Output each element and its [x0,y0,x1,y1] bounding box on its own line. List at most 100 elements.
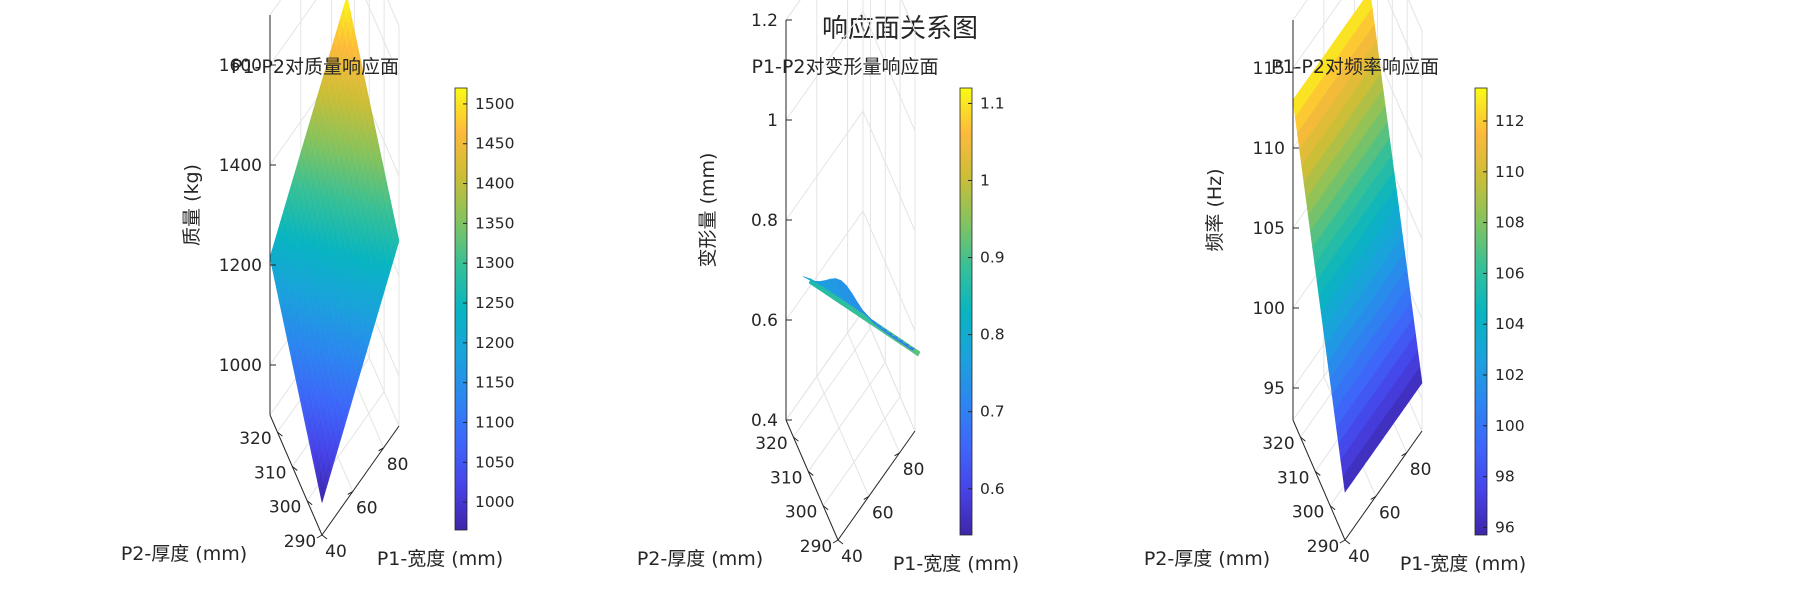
x-tick-label: 40 [841,547,863,567]
x-tick [832,539,839,544]
z-tick-label: 105 [1253,219,1285,239]
z-axis-label: 变形量 (mm) [697,153,719,268]
y-tick-label: 310 [770,468,802,488]
y-tick [807,471,814,476]
colorbar-tick-label: 98 [1495,468,1515,486]
grid-z [785,0,916,32]
colorbar-tick-label: 108 [1495,214,1525,232]
colorbar-tick-label: 0.6 [980,480,1005,498]
x-tick-label: 80 [387,455,409,475]
grid-z [785,109,916,232]
y-axis-label: P2-厚度 (mm) [637,548,763,570]
y-tick [1300,436,1306,442]
colorbar: 96 98 100 102 104 106 108 110 112 [1474,87,1525,536]
x-axis-line [837,430,916,541]
surface [1292,0,1423,493]
y-axis-line [1292,419,1346,541]
z-tick-label: 1.2 [751,11,778,31]
panel-1: 40 60 80 290 300 310 320 1000 1200 1400 1600 P1-宽度 … [121,0,514,570]
grid-z [1292,0,1423,80]
x-tick [1370,495,1377,500]
colorbar-tick-label: 100 [1495,417,1525,435]
x-axis-label: P1-宽度 (mm) [1400,553,1526,575]
y-tick-label: 310 [254,463,286,483]
grid-edge [387,0,400,27]
grid-edge [785,310,864,421]
z-axis-label: 质量 (kg) [181,164,203,246]
panel-3: 40 60 80 290 300 310 320 95 100 105 110 115 P1-宽度 (m… [1144,0,1526,575]
y-tick [793,436,799,442]
grid-edge [862,310,916,432]
z-tick-label: 1600 [219,56,262,76]
x-tick [316,534,323,539]
y-tick-label: 290 [1307,537,1339,557]
colorbar-tick-label: 1500 [475,95,514,113]
y-tick [822,505,829,511]
colorbar-tick-label: 1450 [475,135,514,153]
y-tick [321,534,328,540]
colorbar-tick-label: 1.1 [980,94,1005,112]
y-tick-label: 320 [239,429,271,449]
x-tick-label: 60 [872,503,894,523]
y-tick [291,466,298,471]
y-tick-label: 300 [1292,503,1324,523]
z-tick-label: 115 [1253,59,1285,79]
y-tick-label: 290 [284,532,316,552]
colorbar-tick-label: 1100 [475,413,514,431]
grid-z [785,209,916,332]
z-tick-label: 1200 [219,256,262,276]
y-axis-line [785,419,839,541]
surface-patch [1367,0,1373,13]
x-tick [863,495,870,500]
surface-patch [912,347,921,357]
panel-title: P1-P2对质量响应面 [231,56,399,78]
x-axis-line [1344,430,1423,541]
colorbar-tick-label: 1050 [475,453,514,471]
y-tick-label: 300 [269,498,301,518]
colorbar-tick-label: 112 [1495,112,1525,130]
z-tick-label: 100 [1253,299,1285,319]
colorbar-tick-label: 96 [1495,518,1515,536]
x-tick-label: 80 [903,460,925,480]
y-tick-label: 320 [1262,434,1294,454]
x-tick [1339,539,1346,544]
grid-edge [901,0,916,32]
y-axis-line [269,414,323,536]
colorbar: 0.6 0.7 0.8 0.9 1 1.1 [959,87,1005,536]
grid-edge [269,0,282,16]
y-tick [277,431,283,437]
y-tick [837,539,844,545]
grid-edge [785,0,801,21]
colorbar-tick-label: 0.7 [980,403,1005,421]
y-tick-label: 320 [755,434,787,454]
colorbar-gradient [959,87,973,536]
colorbar-tick-label: 106 [1495,264,1525,282]
grid-edge [1408,0,1423,32]
y-axis-label: P2-厚度 (mm) [121,543,247,565]
panel-2: 40 60 80 290 300 310 320 0.4 0.6 0.8 1 1.2 P1-宽度 (mm… [637,0,1019,575]
x-axis-label: P1-宽度 (mm) [893,553,1019,575]
panel-title: P1-P2对变形量响应面 [752,56,939,78]
x-tick-label: 40 [325,542,347,562]
colorbar-tick-label: 1 [980,171,990,189]
colorbar-tick-label: 1150 [475,374,514,392]
colorbar-tick-label: 1000 [475,493,514,511]
panel-title: P1-P2对频率响应面 [1271,56,1439,78]
z-tick-label: 0.4 [751,411,778,431]
x-tick-label: 60 [1379,503,1401,523]
colorbar-tick-label: 1350 [475,214,514,232]
y-tick [1329,505,1336,511]
colorbar-tick-label: 102 [1495,366,1525,384]
grid-edge [1292,0,1308,21]
colorbar-tick-label: 1200 [475,334,514,352]
x-tick-label: 80 [1410,460,1432,480]
x-tick-label: 60 [356,498,378,518]
colorbar: 1000 1050 1100 1150 1200 1250 1300 1350 1400 1450… [454,87,514,531]
x-axis-line [321,425,400,536]
z-tick-label: 1 [767,111,778,131]
colorbar-tick-label: 1250 [475,294,514,312]
axes: 40 60 80 290 300 310 320 0.4 0.6 0.8 1 1.2 P1-宽度 (mm… [637,11,1019,575]
colorbar-tick-label: 1400 [475,175,514,193]
